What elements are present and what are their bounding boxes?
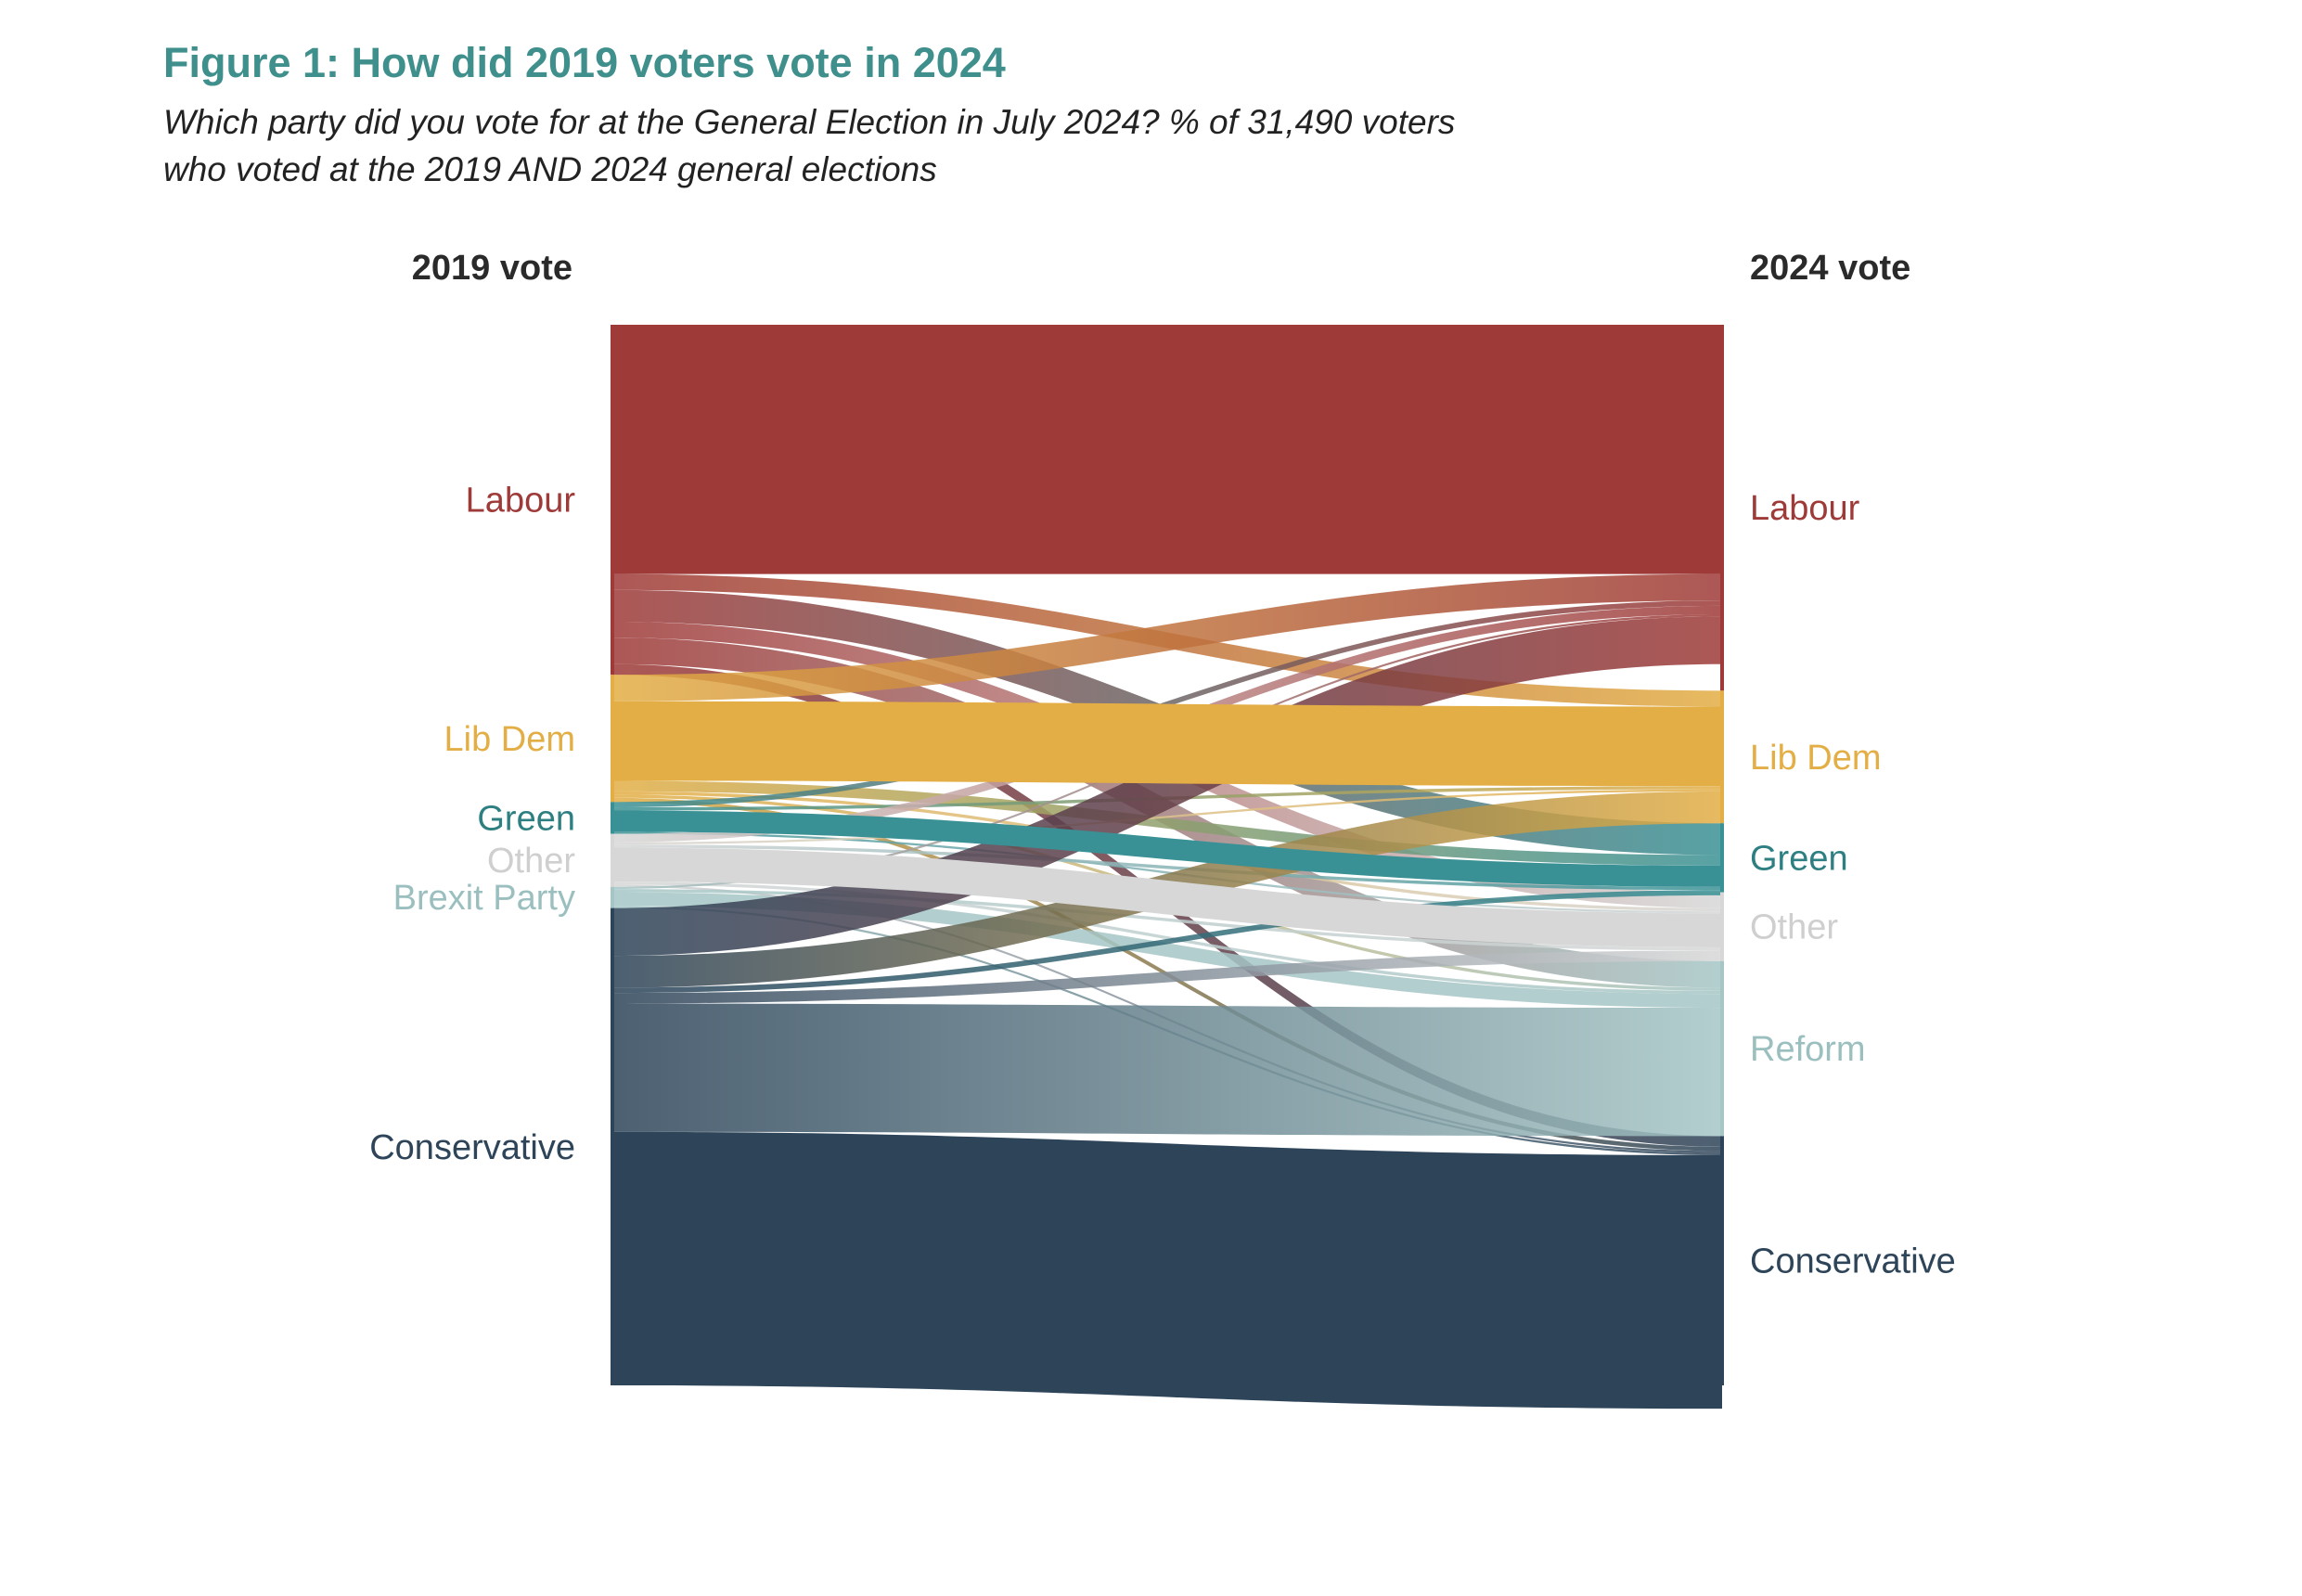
flow-lab-to-lab [612,325,1722,574]
flow-con-to-grn [612,890,1722,994]
flow-oth-to-ld [612,789,1722,845]
flow-ld-to-lab [612,573,1722,701]
chart-subtitle: Which party did you vote for at the Gene… [163,98,1455,193]
left-label-oth: Other [487,842,575,881]
flow-ld-to-ld [612,701,1722,787]
right-label-grn: Green [1750,839,1848,878]
flow-oth-to-ref [612,882,1722,995]
flow-con-to-oth [612,950,1722,1004]
subtitle-line-1: Which party did you vote for at the Gene… [163,103,1456,141]
node-layer [611,325,1724,1385]
flow-con-to-lab [612,616,1722,957]
right-node-lab [1720,325,1724,691]
flow-grn-to-grn [612,810,1722,887]
right-node-oth [1720,892,1724,961]
left-node-grn [611,802,614,834]
flow-oth-to-grn [612,844,1722,891]
flow-layer [612,325,1722,1409]
right-node-ref [1720,960,1724,1137]
left-node-oth [611,833,614,887]
right-label-oth: Other [1750,908,1838,947]
right-node-grn [1720,823,1724,893]
left-label-lab: Labour [466,482,576,521]
right-label-con: Conservative [1750,1242,1956,1281]
flow-lab-to-ref [612,637,1722,988]
left-node-con [611,907,614,1385]
chart-title: Figure 1: How did 2019 voters vote in 20… [163,39,1006,86]
left-label-grn: Green [477,799,575,838]
left-label-brx: Brexit Party [393,879,575,918]
left-node-brx [611,886,614,908]
right-label-ref: Reform [1750,1030,1866,1069]
left-label-ld: Lib Dem [444,720,576,759]
left-node-ld [611,675,614,803]
right-column-header: 2024 vote [1750,249,1911,288]
flow-con-to-con [612,1131,1722,1409]
flow-brx-to-oth [612,889,1722,951]
flow-con-to-ref [612,1003,1722,1137]
left-node-lab [611,325,614,676]
flow-oth-to-oth [612,847,1722,947]
flow-brx-to-ref [612,892,1722,1009]
left-column-header: 2019 vote [411,249,572,288]
right-label-ld: Lib Dem [1750,739,1882,778]
left-label-con: Conservative [369,1128,575,1167]
right-node-con [1720,1136,1724,1385]
right-node-ld [1720,690,1724,824]
flow-ld-to-grn [612,780,1722,866]
subtitle-line-2: who voted at the 2019 AND 2024 general e… [163,150,937,188]
right-label-lab: Labour [1750,489,1860,528]
flow-grn-to-oth [612,831,1722,914]
